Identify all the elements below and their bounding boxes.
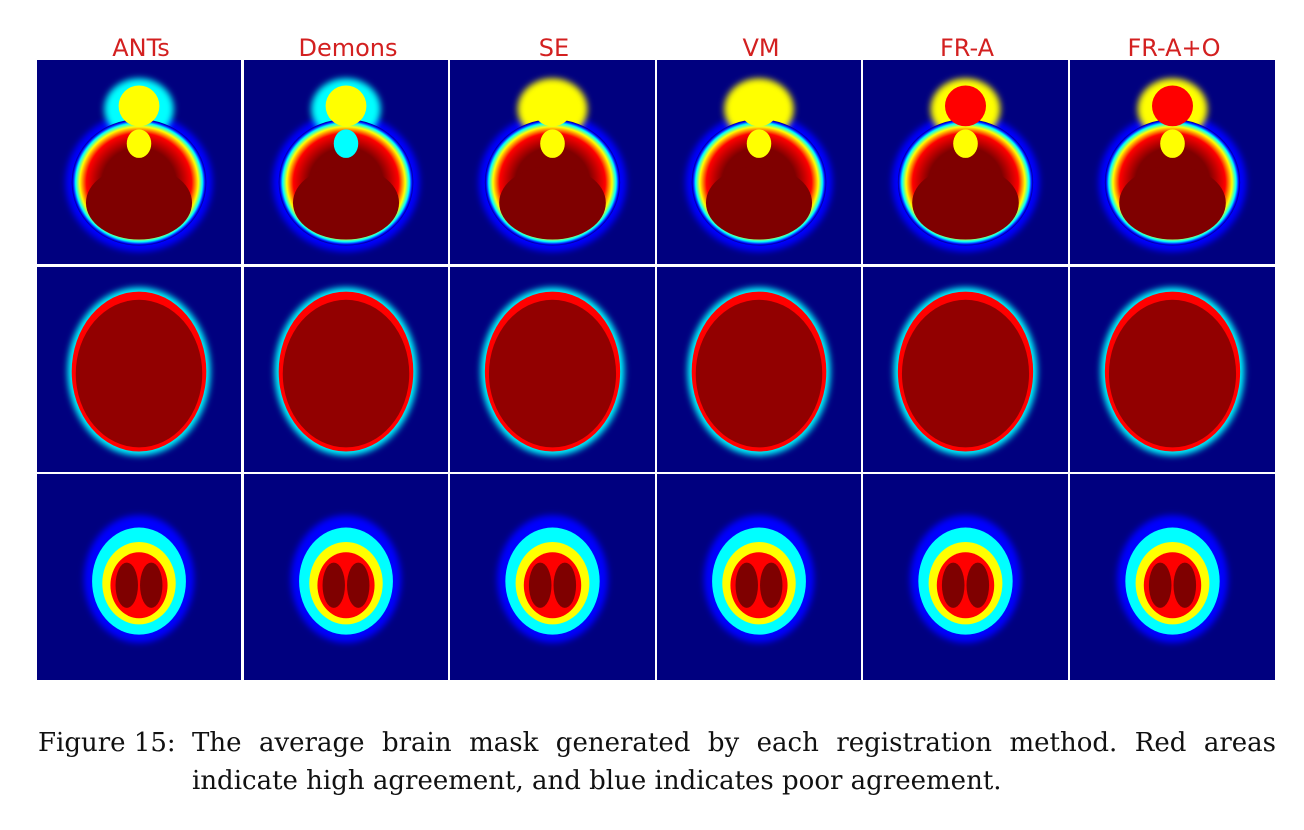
brain-mask-lower-vm	[657, 60, 861, 264]
caption-text: The average brain mask generated by each…	[192, 728, 1276, 796]
brain-mask-middle-se	[450, 267, 655, 472]
brain-mask-grid	[37, 60, 1277, 680]
column-header-fr-a-o: FR-A+O	[1127, 34, 1221, 62]
column-header-se: SE	[538, 34, 570, 62]
brain-mask-lower-demons	[244, 60, 448, 264]
brain-mask-lower-fr-a-o	[1070, 60, 1275, 264]
caption-label: Figure 15:	[38, 728, 176, 758]
brain-mask-upper-vm	[657, 474, 861, 680]
brain-mask-middle-demons	[244, 267, 448, 472]
column-header-ants: ANTs	[112, 34, 170, 62]
brain-mask-middle-fr-a-o	[1070, 267, 1275, 472]
column-header-demons: Demons	[298, 34, 398, 62]
brain-mask-middle-vm	[657, 267, 861, 472]
brain-mask-lower-fr-a	[863, 60, 1068, 264]
brain-mask-lower-se	[450, 60, 655, 264]
brain-mask-upper-ants	[37, 474, 241, 680]
brain-mask-upper-fr-a	[863, 474, 1068, 680]
brain-mask-upper-se	[450, 474, 655, 680]
brain-mask-middle-ants	[37, 267, 241, 472]
column-header-fr-a: FR-A	[939, 34, 995, 62]
brain-mask-middle-fr-a	[863, 267, 1068, 472]
brain-mask-upper-demons	[244, 474, 448, 680]
brain-mask-lower-ants	[37, 60, 241, 264]
brain-mask-upper-fr-a-o	[1070, 474, 1275, 680]
column-header-vm: VM	[742, 34, 780, 62]
